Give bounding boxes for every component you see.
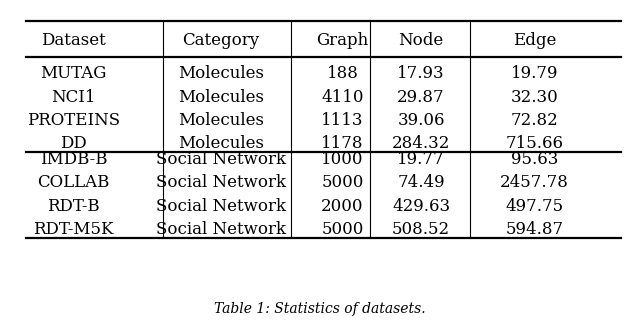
Text: 29.87: 29.87: [397, 89, 445, 106]
Text: 39.06: 39.06: [397, 112, 445, 129]
Text: 72.82: 72.82: [511, 112, 558, 129]
Text: COLLAB: COLLAB: [37, 174, 110, 191]
Text: Molecules: Molecules: [178, 112, 264, 129]
Text: RDT-M5K: RDT-M5K: [33, 221, 114, 238]
Text: Social Network: Social Network: [156, 151, 286, 168]
Text: Molecules: Molecules: [178, 89, 264, 106]
Text: Dataset: Dataset: [41, 32, 106, 49]
Text: 19.79: 19.79: [511, 65, 558, 82]
Text: 1113: 1113: [321, 112, 364, 129]
Text: Social Network: Social Network: [156, 198, 286, 214]
Text: 497.75: 497.75: [506, 198, 563, 214]
Text: RDT-B: RDT-B: [47, 198, 100, 214]
Text: IMDB-B: IMDB-B: [40, 151, 108, 168]
Text: 32.30: 32.30: [511, 89, 558, 106]
Text: Table 1: Statistics of datasets.: Table 1: Statistics of datasets.: [214, 302, 426, 317]
Text: 95.63: 95.63: [511, 151, 558, 168]
Text: DD: DD: [60, 135, 87, 152]
Text: PROTEINS: PROTEINS: [27, 112, 120, 129]
Text: 19.77: 19.77: [397, 151, 445, 168]
Text: Molecules: Molecules: [178, 135, 264, 152]
Text: Molecules: Molecules: [178, 65, 264, 82]
Text: 284.32: 284.32: [392, 135, 451, 152]
Text: 17.93: 17.93: [397, 65, 445, 82]
Text: 5000: 5000: [321, 174, 364, 191]
Text: MUTAG: MUTAG: [40, 65, 107, 82]
Text: 2000: 2000: [321, 198, 364, 214]
Text: 594.87: 594.87: [506, 221, 563, 238]
Text: 1178: 1178: [321, 135, 364, 152]
Text: 1000: 1000: [321, 151, 364, 168]
Text: 188: 188: [326, 65, 358, 82]
Text: Social Network: Social Network: [156, 174, 286, 191]
Text: Graph: Graph: [316, 32, 369, 49]
Text: Category: Category: [182, 32, 259, 49]
Text: 5000: 5000: [321, 221, 364, 238]
Text: 2457.78: 2457.78: [500, 174, 569, 191]
Text: 715.66: 715.66: [506, 135, 563, 152]
Text: 74.49: 74.49: [397, 174, 445, 191]
Text: Node: Node: [399, 32, 444, 49]
Text: Social Network: Social Network: [156, 221, 286, 238]
Text: 508.52: 508.52: [392, 221, 450, 238]
Text: Edge: Edge: [513, 32, 556, 49]
Text: 429.63: 429.63: [392, 198, 450, 214]
Text: NCI1: NCI1: [51, 89, 96, 106]
Text: 4110: 4110: [321, 89, 364, 106]
